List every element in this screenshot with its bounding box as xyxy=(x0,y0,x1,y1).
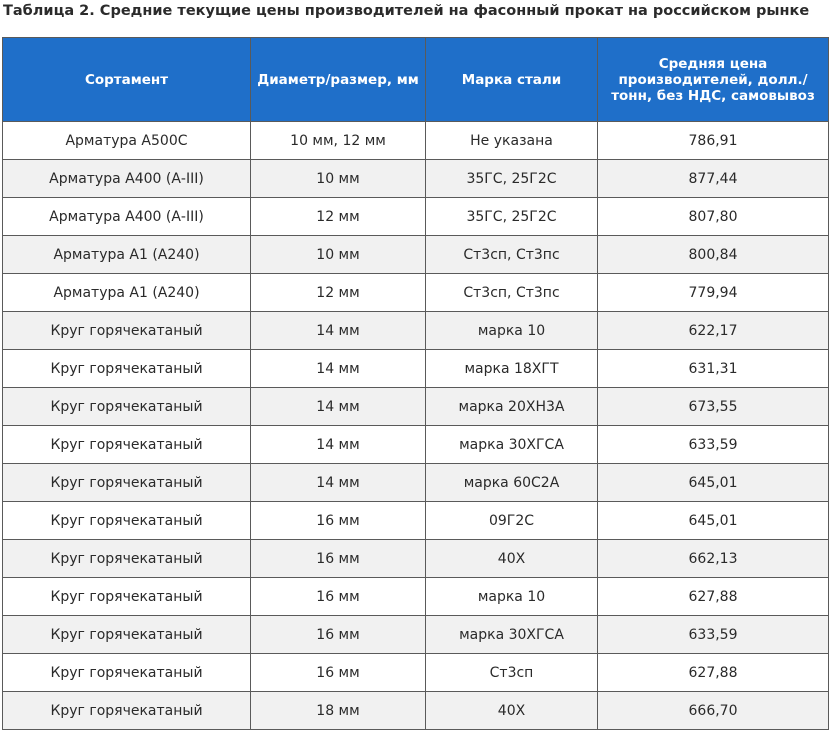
cell-diameter: 18 мм xyxy=(250,691,426,730)
cell-steel-grade: 40Х xyxy=(425,539,598,578)
cell-diameter: 16 мм xyxy=(250,577,426,616)
cell-diameter: 12 мм xyxy=(250,273,426,312)
cell-price: 645,01 xyxy=(597,463,829,502)
cell-assortment: Круг горячекатаный xyxy=(2,691,251,730)
cell-steel-grade: марка 30ХГСА xyxy=(425,615,598,654)
cell-assortment: Круг горячекатаный xyxy=(2,311,251,350)
cell-steel-grade: 35ГС, 25Г2С xyxy=(425,197,598,236)
cell-steel-grade: 09Г2С xyxy=(425,501,598,540)
cell-assortment: Круг горячекатаный xyxy=(2,463,251,502)
cell-diameter: 14 мм xyxy=(250,387,426,426)
cell-steel-grade: Не указана xyxy=(425,121,598,160)
table-row: Арматура А1 (А240) 10 мм Ст3сп, Ст3пс 800,8… xyxy=(2,235,829,274)
cell-assortment: Круг горячекатаный xyxy=(2,539,251,578)
cell-price: 627,88 xyxy=(597,577,829,616)
cell-price: 633,59 xyxy=(597,425,829,464)
cell-assortment: Круг горячекатаный xyxy=(2,577,251,616)
cell-diameter: 14 мм xyxy=(250,349,426,388)
cell-diameter: 10 мм, 12 мм xyxy=(250,121,426,160)
table-row: Круг горячекатаный 14 мм марка 60С2А 645,01 xyxy=(2,463,829,502)
table-row: Арматура А1 (А240) 12 мм Ст3сп, Ст3пс 779,9… xyxy=(2,273,829,312)
cell-diameter: 14 мм xyxy=(250,311,426,350)
table-row: Круг горячекатаный 16 мм 40Х 662,13 xyxy=(2,539,829,578)
cell-diameter: 14 мм xyxy=(250,463,426,502)
cell-assortment: Круг горячекатаный xyxy=(2,615,251,654)
cell-diameter: 16 мм xyxy=(250,539,426,578)
cell-steel-grade: Ст3сп xyxy=(425,653,598,692)
table-caption: Таблица 2. Средние текущие цены производ… xyxy=(3,3,810,19)
cell-diameter: 16 мм xyxy=(250,653,426,692)
cell-assortment: Арматура А1 (А240) xyxy=(2,273,251,312)
cell-steel-grade: Ст3сп, Ст3пс xyxy=(425,273,598,312)
cell-diameter: 16 мм xyxy=(250,615,426,654)
table-row: Круг горячекатаный 18 мм 40Х 666,70 xyxy=(2,691,829,730)
cell-steel-grade: марка 18ХГТ xyxy=(425,349,598,388)
table-row: Круг горячекатаный 14 мм марка 18ХГТ 631,31 xyxy=(2,349,829,388)
cell-diameter: 10 мм xyxy=(250,159,426,198)
cell-steel-grade: 35ГС, 25Г2С xyxy=(425,159,598,198)
header-steel-grade: Марка стали xyxy=(425,37,598,122)
cell-price: 807,80 xyxy=(597,197,829,236)
cell-assortment: Круг горячекатаный xyxy=(2,653,251,692)
cell-price: 633,59 xyxy=(597,615,829,654)
table-row: Круг горячекатаный 16 мм марка 10 627,88 xyxy=(2,577,829,616)
cell-price: 800,84 xyxy=(597,235,829,274)
header-average-price: Средняя цена производителей, долл./тонн,… xyxy=(597,37,829,122)
cell-steel-grade: марка 20ХН3А xyxy=(425,387,598,426)
table-body: Арматура А500С 10 мм, 12 мм Не указана 786,… xyxy=(2,121,829,730)
cell-price: 627,88 xyxy=(597,653,829,692)
table-row: Круг горячекатаный 16 мм 09Г2С 645,01 xyxy=(2,501,829,540)
table-row: Круг горячекатаный 16 мм Ст3сп 627,88 xyxy=(2,653,829,692)
cell-price: 786,91 xyxy=(597,121,829,160)
cell-price: 666,70 xyxy=(597,691,829,730)
cell-diameter: 14 мм xyxy=(250,425,426,464)
header-assortment: Сортамент xyxy=(2,37,251,122)
cell-steel-grade: марка 10 xyxy=(425,577,598,616)
table-row: Круг горячекатаный 14 мм марка 10 622,17 xyxy=(2,311,829,350)
table-header: Сортамент Диаметр/размер, мм Марка стали… xyxy=(2,37,829,122)
cell-price: 631,31 xyxy=(597,349,829,388)
table-row: Круг горячекатаный 14 мм марка 30ХГСА 633,5… xyxy=(2,425,829,464)
cell-steel-grade: марка 10 xyxy=(425,311,598,350)
cell-price: 662,13 xyxy=(597,539,829,578)
cell-assortment: Арматура А500С xyxy=(2,121,251,160)
cell-assortment: Круг горячекатаный xyxy=(2,425,251,464)
cell-assortment: Арматура А400 (А-III) xyxy=(2,197,251,236)
table-row: Арматура А400 (А-III) 10 мм 35ГС, 25Г2С 877… xyxy=(2,159,829,198)
cell-steel-grade: Ст3сп, Ст3пс xyxy=(425,235,598,274)
cell-price: 673,55 xyxy=(597,387,829,426)
prices-table: Сортамент Диаметр/размер, мм Марка стали… xyxy=(2,37,829,730)
cell-assortment: Круг горячекатаный xyxy=(2,387,251,426)
cell-assortment: Арматура А400 (А-III) xyxy=(2,159,251,198)
cell-price: 645,01 xyxy=(597,501,829,540)
cell-price: 622,17 xyxy=(597,311,829,350)
header-diameter: Диаметр/размер, мм xyxy=(250,37,426,122)
cell-diameter: 10 мм xyxy=(250,235,426,274)
cell-steel-grade: 40Х xyxy=(425,691,598,730)
cell-diameter: 16 мм xyxy=(250,501,426,540)
cell-price: 877,44 xyxy=(597,159,829,198)
cell-diameter: 12 мм xyxy=(250,197,426,236)
cell-assortment: Арматура А1 (А240) xyxy=(2,235,251,274)
table-row: Арматура А500С 10 мм, 12 мм Не указана 786,… xyxy=(2,121,829,160)
cell-steel-grade: марка 30ХГСА xyxy=(425,425,598,464)
cell-steel-grade: марка 60С2А xyxy=(425,463,598,502)
cell-price: 779,94 xyxy=(597,273,829,312)
cell-assortment: Круг горячекатаный xyxy=(2,501,251,540)
table-row: Круг горячекатаный 16 мм марка 30ХГСА 633,5… xyxy=(2,615,829,654)
table-row: Арматура А400 (А-III) 12 мм 35ГС, 25Г2С 807… xyxy=(2,197,829,236)
cell-assortment: Круг горячекатаный xyxy=(2,349,251,388)
table-row: Круг горячекатаный 14 мм марка 20ХН3А 673,5… xyxy=(2,387,829,426)
header-row: Сортамент Диаметр/размер, мм Марка стали… xyxy=(2,37,829,122)
